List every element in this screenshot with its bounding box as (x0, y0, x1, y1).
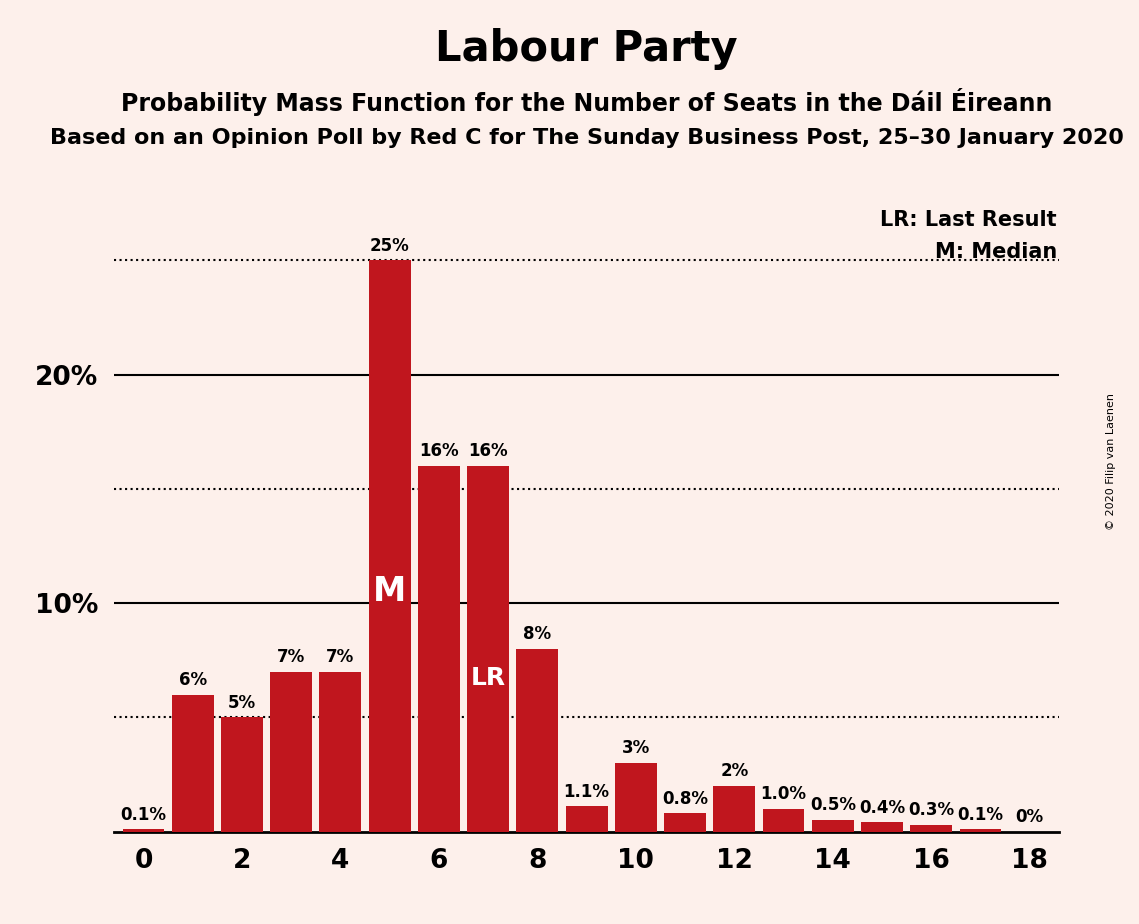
Text: Labour Party: Labour Party (435, 28, 738, 69)
Bar (566, 807, 607, 832)
Bar (812, 821, 854, 832)
Bar (763, 808, 804, 832)
Text: 8%: 8% (523, 626, 551, 643)
Text: Based on an Opinion Poll by Red C for The Sunday Business Post, 25–30 January 20: Based on an Opinion Poll by Red C for Th… (50, 128, 1123, 148)
Text: M: Median: M: Median (935, 242, 1057, 262)
Bar (910, 825, 952, 832)
Text: 2%: 2% (720, 762, 748, 780)
Text: M: M (372, 576, 407, 608)
Text: 7%: 7% (326, 648, 354, 666)
Bar (516, 649, 558, 832)
Bar (861, 822, 903, 832)
Text: LR: LR (470, 666, 506, 690)
Text: 16%: 16% (468, 443, 508, 460)
Text: 1.1%: 1.1% (564, 783, 609, 801)
Bar (369, 261, 410, 832)
Bar (713, 786, 755, 832)
Bar (467, 466, 509, 832)
Text: 0.4%: 0.4% (859, 798, 906, 817)
Bar (270, 672, 312, 832)
Text: 1.0%: 1.0% (761, 785, 806, 803)
Text: Probability Mass Function for the Number of Seats in the Dáil Éireann: Probability Mass Function for the Number… (121, 88, 1052, 116)
Text: 0.3%: 0.3% (908, 801, 954, 819)
Bar (123, 830, 164, 832)
Text: 25%: 25% (370, 237, 410, 255)
Bar (959, 830, 1001, 832)
Text: 0.1%: 0.1% (121, 806, 166, 823)
Text: 0.1%: 0.1% (958, 806, 1003, 823)
Bar (319, 672, 361, 832)
Text: 0%: 0% (1016, 808, 1043, 826)
Bar (418, 466, 460, 832)
Text: © 2020 Filip van Laenen: © 2020 Filip van Laenen (1106, 394, 1115, 530)
Text: 3%: 3% (622, 739, 650, 758)
Bar (172, 695, 214, 832)
Text: 16%: 16% (419, 443, 459, 460)
Text: 6%: 6% (179, 671, 207, 688)
Text: LR: Last Result: LR: Last Result (880, 210, 1057, 230)
Text: 0.5%: 0.5% (810, 796, 855, 814)
Text: 0.8%: 0.8% (662, 790, 708, 808)
Text: 5%: 5% (228, 694, 256, 711)
Bar (615, 763, 657, 832)
Text: 7%: 7% (277, 648, 305, 666)
Bar (664, 813, 706, 832)
Bar (221, 717, 263, 832)
